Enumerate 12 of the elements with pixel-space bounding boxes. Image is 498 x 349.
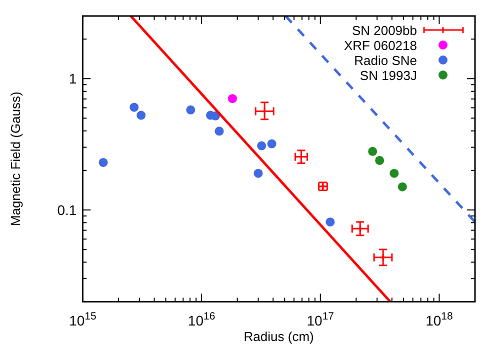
x-tick-label: 10$^{18}$	[426, 310, 454, 329]
y-tick-label: 1	[68, 70, 77, 87]
x-axis-title: Radius (cm)	[244, 329, 314, 344]
x-tick-label: 10$^{15}$	[69, 310, 96, 329]
y-axis-title: Magnetic Field (Gauss)	[8, 92, 23, 226]
legend-label: XRF 060218	[344, 38, 417, 53]
legend-label: Radio SNe	[354, 53, 417, 68]
x-tick-label: 10$^{17}$	[306, 310, 334, 329]
y-tick-label: 0.1	[57, 202, 77, 218]
legend-label: SN 2009bb	[352, 23, 417, 38]
legend-label: SN 1993J	[360, 68, 417, 83]
x-tick-label: 10$^{16}$	[188, 310, 216, 329]
